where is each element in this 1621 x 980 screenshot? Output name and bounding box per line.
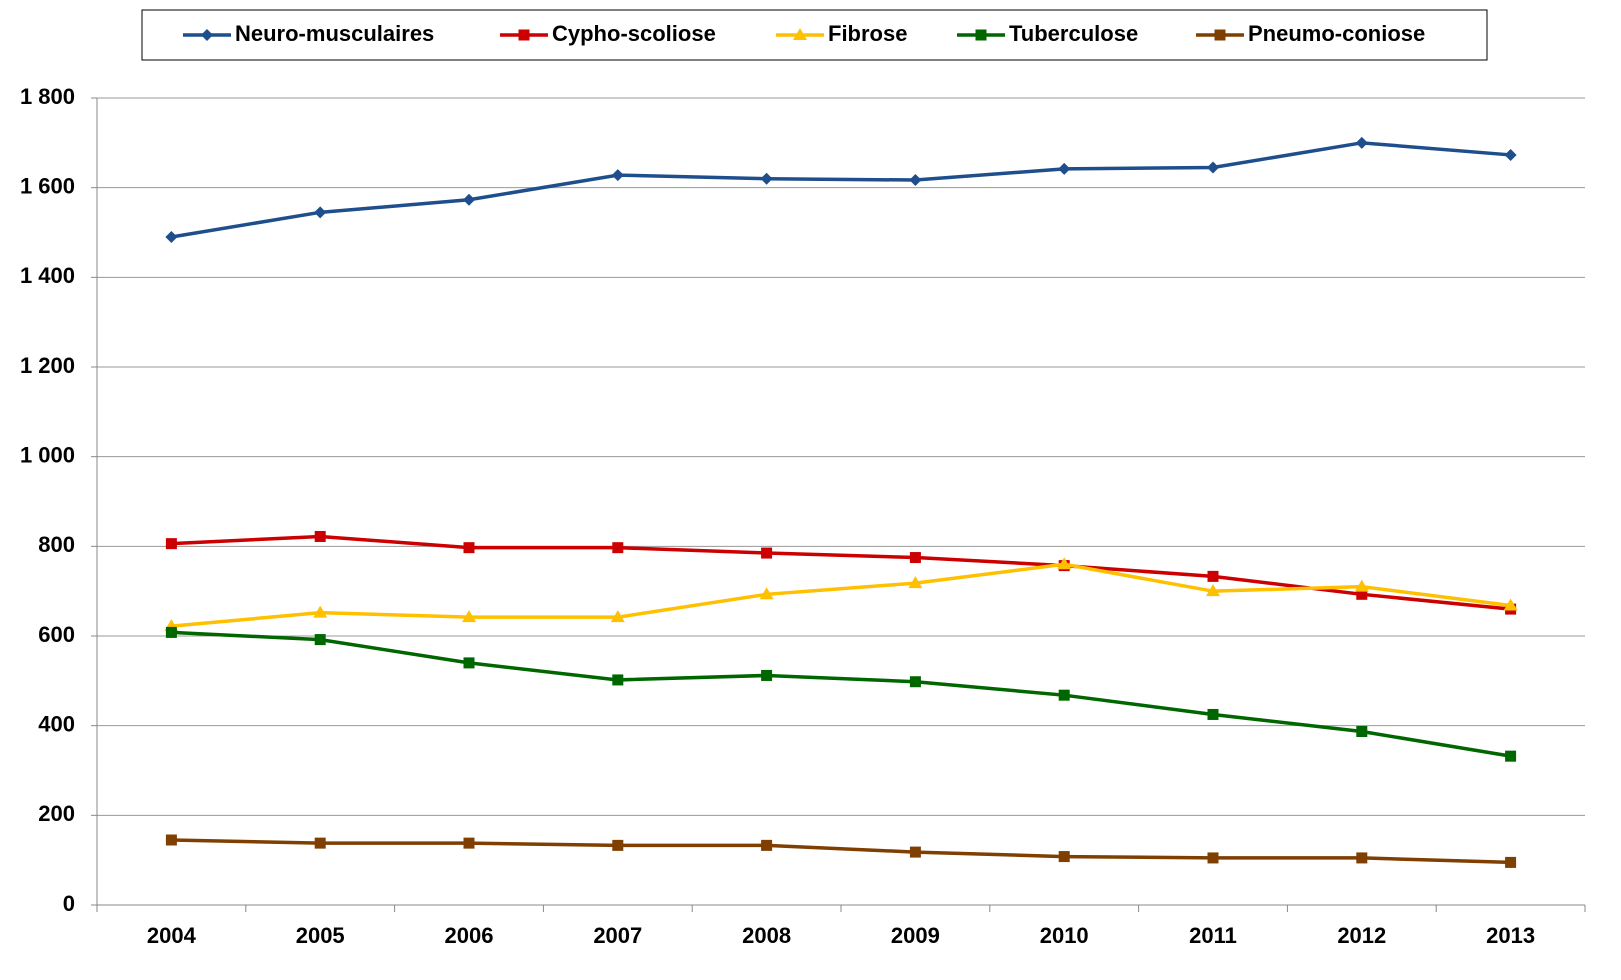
- data-point: [909, 552, 921, 564]
- data-point: [1058, 162, 1071, 175]
- data-point: [463, 542, 475, 554]
- y-tick-label: 800: [38, 532, 75, 557]
- series-line: [171, 141, 1511, 239]
- y-tick-label: 1 000: [20, 442, 75, 467]
- series-line: [171, 630, 1511, 758]
- series-line: [171, 534, 1511, 611]
- legend-label: Fibrose: [828, 21, 907, 46]
- data-point: [909, 676, 921, 688]
- data-point: [761, 839, 773, 851]
- y-tick-label: 0: [63, 891, 75, 916]
- x-tick-label: 2006: [445, 923, 494, 948]
- data-point: [1354, 579, 1369, 592]
- data-point: [612, 839, 624, 851]
- x-tick-label: 2010: [1040, 923, 1089, 948]
- legend-box: [141, 9, 1488, 61]
- legend-label: Tuberculose: [1009, 21, 1138, 46]
- data-point: [1505, 856, 1517, 868]
- legend-label: Pneumo-coniose: [1248, 21, 1425, 46]
- y-tick-label: 1 200: [20, 353, 75, 378]
- data-point: [761, 669, 773, 681]
- data-point: [1206, 584, 1220, 597]
- x-tick-label: 2011: [1189, 923, 1237, 948]
- x-tick-label: 2005: [296, 923, 345, 948]
- data-point: [314, 634, 326, 646]
- legend-marker: [1214, 29, 1226, 41]
- data-point: [1504, 148, 1517, 161]
- data-point: [165, 538, 177, 550]
- x-tick-label: 2004: [147, 923, 197, 948]
- data-point: [1505, 750, 1517, 762]
- data-point: [611, 169, 624, 182]
- y-tick-label: 200: [38, 801, 75, 826]
- x-tick-label: 2007: [593, 923, 642, 948]
- data-point: [1356, 852, 1368, 864]
- data-point: [1503, 598, 1518, 611]
- y-tick-label: 1 600: [20, 173, 75, 198]
- data-point: [463, 193, 475, 206]
- data-point: [759, 587, 774, 600]
- data-point: [1207, 852, 1219, 864]
- data-point: [612, 674, 624, 686]
- legend-marker: [201, 29, 213, 41]
- data-point: [1057, 557, 1072, 570]
- data-point: [761, 547, 773, 559]
- data-point: [313, 605, 328, 618]
- x-tick-label: 2008: [742, 923, 791, 948]
- data-point: [909, 174, 922, 187]
- data-point: [1356, 588, 1368, 600]
- data-point: [1355, 136, 1368, 149]
- data-point: [314, 206, 327, 219]
- data-point: [1058, 851, 1070, 863]
- x-tick-label: 2013: [1486, 923, 1535, 948]
- legend-label: Cypho-scoliose: [552, 21, 716, 46]
- data-point: [463, 837, 475, 849]
- data-point: [1207, 161, 1219, 174]
- data-point: [610, 610, 625, 623]
- data-point: [463, 657, 475, 669]
- x-tick-label: 2012: [1337, 923, 1386, 948]
- data-point: [760, 172, 773, 185]
- data-point: [165, 834, 177, 846]
- data-point: [1058, 689, 1070, 701]
- data-point: [908, 576, 923, 589]
- data-point: [314, 530, 326, 542]
- series-line: [171, 838, 1511, 865]
- data-point: [612, 542, 624, 554]
- y-tick-label: 400: [38, 711, 75, 736]
- data-point: [1207, 570, 1219, 582]
- y-tick-label: 600: [38, 622, 75, 647]
- data-point: [462, 610, 476, 623]
- legend-marker: [793, 28, 807, 40]
- data-point: [909, 846, 921, 858]
- series-line: [171, 562, 1511, 628]
- x-tick-label: 2009: [891, 923, 940, 948]
- legend-marker: [975, 29, 987, 41]
- legend-label: Neuro-musculaires: [235, 21, 434, 46]
- data-point: [1207, 708, 1219, 720]
- y-tick-label: 1 400: [20, 263, 75, 288]
- data-point: [165, 230, 178, 243]
- y-tick-label: 1 800: [20, 84, 75, 109]
- data-point: [1356, 725, 1368, 737]
- data-point: [165, 626, 177, 638]
- legend-marker: [518, 29, 530, 41]
- data-point: [314, 837, 326, 849]
